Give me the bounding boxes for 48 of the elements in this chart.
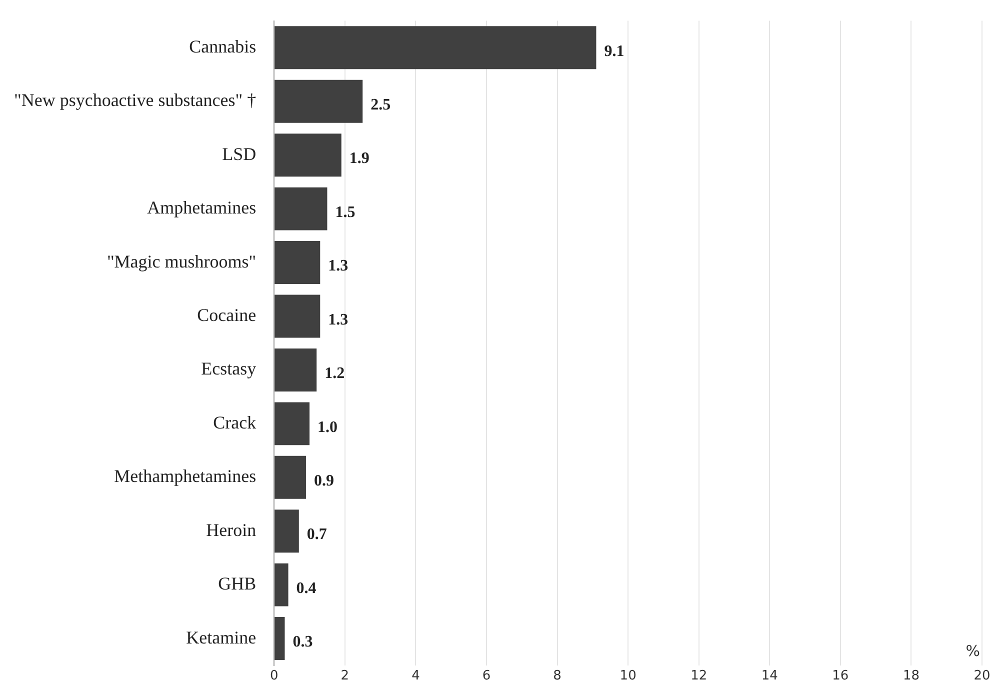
x-tick-label: 4: [412, 668, 420, 684]
y-tick-label: "New psychoactive substances" †: [14, 90, 256, 110]
bar: [274, 510, 299, 553]
y-tick-label: Amphetamines: [147, 198, 256, 218]
data-label: 1.3: [328, 311, 348, 328]
bar: [274, 563, 288, 606]
x-tick-label: 20: [974, 668, 990, 684]
x-tick-label: 8: [553, 668, 562, 684]
x-tick-label: 10: [620, 668, 636, 684]
bar: [274, 617, 285, 660]
x-tick-label: 0: [270, 668, 278, 684]
y-tick-label: GHB: [218, 574, 256, 594]
y-tick-label: Cannabis: [189, 36, 256, 56]
x-axis-title: %: [966, 642, 980, 660]
data-label: 2.5: [370, 96, 391, 114]
data-label: 1.2: [324, 365, 345, 382]
bar: [274, 80, 363, 123]
y-tick-label: LSD: [222, 144, 256, 164]
data-label: 0.4: [296, 580, 316, 597]
y-tick-label: "Magic mushrooms": [106, 251, 256, 272]
bar: [274, 26, 596, 70]
y-tick-label: Cocaine: [197, 304, 256, 325]
x-tick-label: 16: [832, 668, 849, 684]
data-label: 9.1: [604, 42, 624, 60]
y-tick-label: Crack: [213, 412, 256, 432]
y-tick-label: Ketamine: [186, 627, 256, 648]
bar: [274, 294, 320, 338]
x-tick-label: 2: [340, 668, 350, 684]
data-label: 1.0: [318, 418, 338, 436]
data-label: 1.9: [349, 150, 370, 168]
bar: [274, 348, 317, 392]
bar: [274, 134, 342, 177]
data-label: 1.5: [335, 204, 356, 221]
bar: [274, 402, 310, 446]
bar: [274, 187, 328, 230]
bar: [274, 456, 306, 499]
x-tick-label: 18: [902, 668, 920, 684]
x-tick-label: 12: [690, 668, 708, 684]
data-label: 1.3: [328, 258, 348, 275]
y-tick-label: Heroin: [206, 520, 256, 540]
data-label: 0.9: [314, 472, 334, 490]
data-label: 0.7: [306, 526, 327, 544]
y-tick-label: Methamphetamines: [114, 466, 256, 486]
bar: [274, 241, 320, 284]
data-label: 0.3: [292, 634, 313, 651]
x-tick-label: 6: [482, 668, 491, 684]
y-tick-label: Ecstasy: [201, 358, 256, 379]
x-tick-label: 14: [761, 668, 778, 684]
